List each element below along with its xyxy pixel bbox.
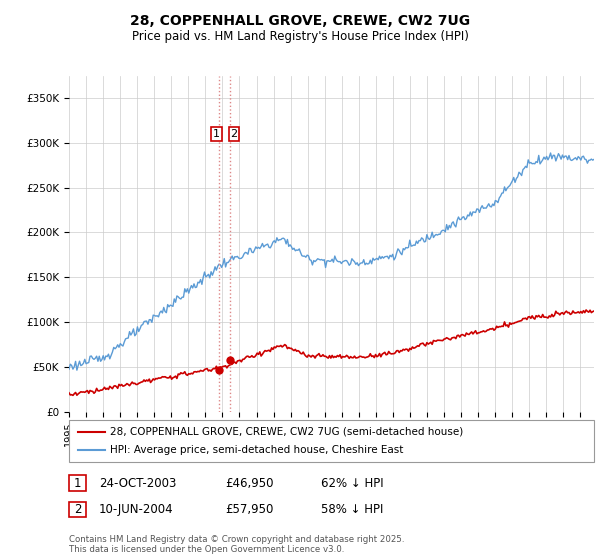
- Text: Contains HM Land Registry data © Crown copyright and database right 2025.
This d: Contains HM Land Registry data © Crown c…: [69, 535, 404, 554]
- Text: 58% ↓ HPI: 58% ↓ HPI: [321, 503, 383, 516]
- Text: HPI: Average price, semi-detached house, Cheshire East: HPI: Average price, semi-detached house,…: [110, 445, 403, 455]
- Text: 10-JUN-2004: 10-JUN-2004: [99, 503, 173, 516]
- Text: £57,950: £57,950: [225, 503, 274, 516]
- Text: 2: 2: [74, 503, 81, 516]
- Text: 24-OCT-2003: 24-OCT-2003: [99, 477, 176, 490]
- Text: 28, COPPENHALL GROVE, CREWE, CW2 7UG: 28, COPPENHALL GROVE, CREWE, CW2 7UG: [130, 14, 470, 28]
- Text: 1: 1: [74, 477, 81, 490]
- Text: 62% ↓ HPI: 62% ↓ HPI: [321, 477, 383, 490]
- Text: Price paid vs. HM Land Registry's House Price Index (HPI): Price paid vs. HM Land Registry's House …: [131, 30, 469, 43]
- Text: 1: 1: [213, 129, 220, 139]
- Text: 2: 2: [230, 129, 238, 139]
- Text: 28, COPPENHALL GROVE, CREWE, CW2 7UG (semi-detached house): 28, COPPENHALL GROVE, CREWE, CW2 7UG (se…: [110, 427, 463, 437]
- Text: £46,950: £46,950: [225, 477, 274, 490]
